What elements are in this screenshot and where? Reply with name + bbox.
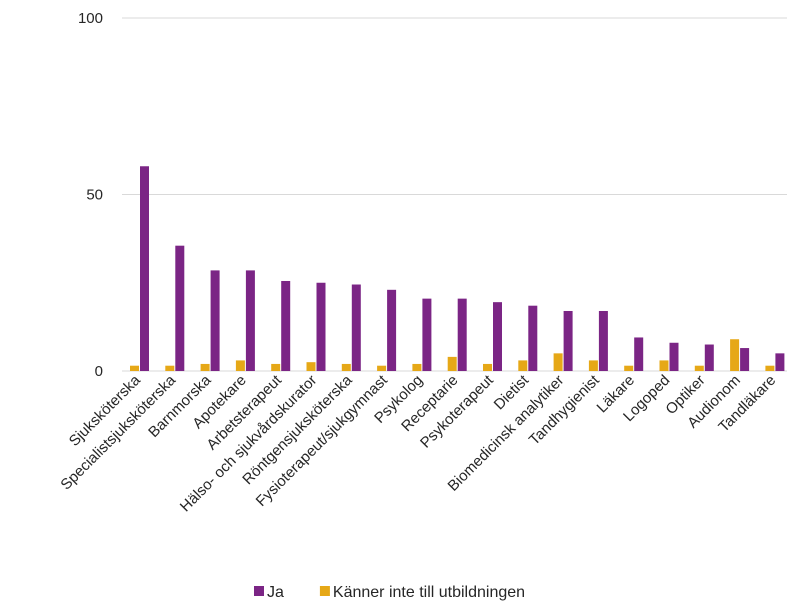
bar-kanner-inte-19 <box>765 365 775 371</box>
bar-ja-7 <box>351 284 361 371</box>
bar-ja-14 <box>598 310 608 371</box>
bar-kanner-inte-16 <box>659 360 669 371</box>
bar-ja-4 <box>245 270 255 371</box>
bar-kanner-inte-7 <box>341 363 351 371</box>
bar-kanner-inte-12 <box>518 360 528 371</box>
bar-kanner-inte-1 <box>130 365 139 371</box>
bar-kanner-inte-3 <box>200 363 210 371</box>
bar-kanner-inte-14 <box>588 360 598 371</box>
bar-ja-12 <box>528 305 538 371</box>
legend-swatch-2 <box>319 586 330 596</box>
bar-kanner-inte-17 <box>694 365 704 371</box>
y-axis-ticks: 0 50 100 <box>78 10 103 380</box>
bar-ja-6 <box>316 282 326 371</box>
bar-kanner-inte-11 <box>483 363 492 371</box>
bar-ja-1 <box>140 166 149 371</box>
bar-ja-10 <box>457 298 467 371</box>
bars <box>130 166 785 371</box>
legend-swatch-1 <box>254 586 264 596</box>
bar-kanner-inte-4 <box>235 360 245 371</box>
bar-kanner-inte-15 <box>624 365 634 371</box>
gridlines <box>122 17 787 372</box>
bar-ja-2 <box>175 245 185 371</box>
y-tick-label: 100 <box>78 10 103 27</box>
bar-ja-16 <box>669 342 679 371</box>
bar-ja-13 <box>563 310 573 371</box>
legend: Ja Känner inte till utbildningen <box>254 584 525 601</box>
bar-ja-19 <box>775 353 785 371</box>
bar-ja-11 <box>493 302 502 371</box>
x-axis-labels: SjuksköterskaSpecialistsjuksköterskaBarn… <box>57 371 779 515</box>
bar-ja-15 <box>634 337 644 371</box>
bar-ja-5 <box>281 280 291 371</box>
bar-kanner-inte-6 <box>306 362 316 371</box>
bar-kanner-inte-18 <box>730 339 740 371</box>
bar-ja-9 <box>422 298 432 371</box>
legend-label-1: Ja <box>267 584 284 601</box>
y-tick-label: 0 <box>95 363 103 380</box>
bar-kanner-inte-5 <box>271 363 281 371</box>
y-tick-label: 50 <box>86 187 103 204</box>
bar-kanner-inte-9 <box>412 363 422 371</box>
bar-kanner-inte-10 <box>447 356 457 371</box>
bar-kanner-inte-8 <box>377 365 387 371</box>
bar-ja-3 <box>210 270 220 371</box>
bar-ja-18 <box>740 348 750 371</box>
bar-ja-8 <box>387 289 397 371</box>
bar-kanner-inte-13 <box>553 353 563 371</box>
legend-label-2: Känner inte till utbildningen <box>333 584 525 601</box>
bar-kanner-inte-2 <box>165 365 175 371</box>
bar-ja-17 <box>704 344 714 371</box>
